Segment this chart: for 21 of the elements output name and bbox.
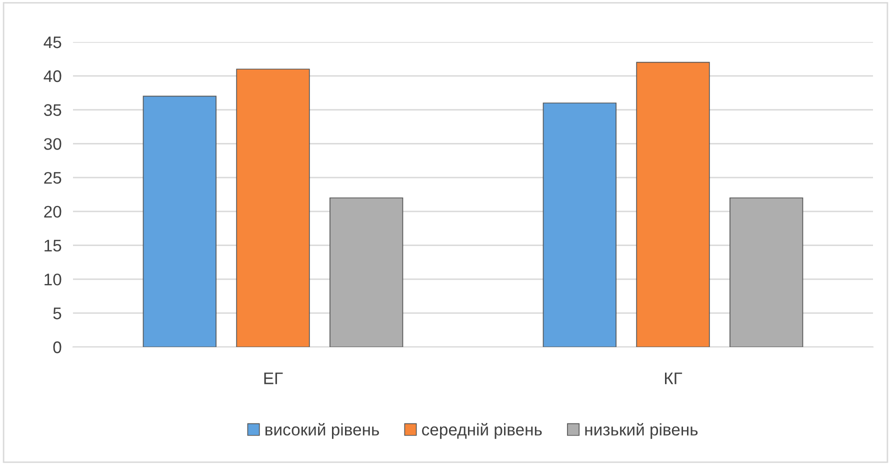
y-tick-label: 15 bbox=[44, 240, 62, 252]
x-tick-label: ЕГ bbox=[264, 372, 283, 384]
y-tick-label: 10 bbox=[44, 274, 62, 286]
legend-label: середній рівень bbox=[422, 423, 542, 439]
x-tick-label: КГ bbox=[665, 372, 682, 384]
y-tick-label: 45 bbox=[44, 36, 62, 48]
bar bbox=[542, 102, 616, 347]
legend-label: низький рівень bbox=[585, 423, 698, 439]
y-tick-label: 0 bbox=[53, 341, 62, 354]
y-tick-label: 20 bbox=[44, 206, 62, 218]
y-tick-label: 40 bbox=[44, 70, 62, 82]
y-tick-label: 25 bbox=[44, 172, 62, 184]
y-tick-label: 30 bbox=[44, 138, 62, 150]
bar bbox=[636, 62, 710, 347]
bar bbox=[236, 68, 310, 347]
bar bbox=[730, 197, 804, 347]
y-tick-label: 35 bbox=[44, 104, 62, 116]
bar bbox=[142, 96, 216, 347]
bar bbox=[330, 197, 404, 347]
y-tick-label: 5 bbox=[53, 308, 62, 320]
legend-label: високий рівень bbox=[266, 423, 379, 439]
